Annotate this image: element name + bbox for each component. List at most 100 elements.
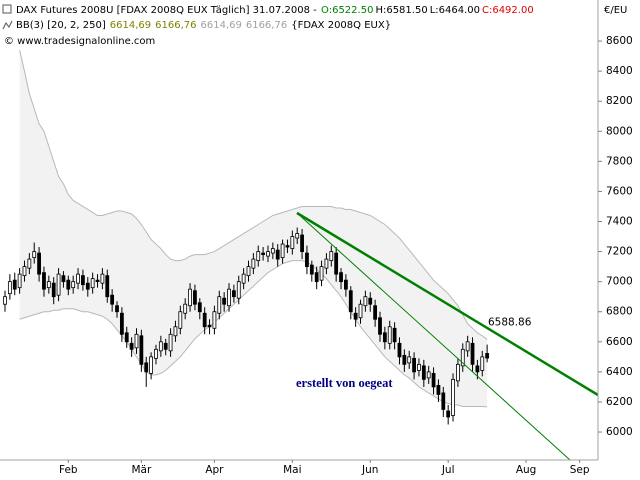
candle-body [149, 356, 154, 374]
candle-body [446, 410, 451, 418]
candle-body [475, 365, 480, 373]
candle-body [90, 278, 95, 289]
candle-body [139, 335, 144, 365]
band-lower [19, 260, 488, 408]
candle-body [42, 272, 46, 290]
candle-body [236, 281, 241, 299]
ohlc-label: C:6492.00 [482, 5, 534, 16]
candle-body [188, 288, 192, 307]
indicator-value: 6166,76 [246, 20, 287, 31]
candle-body [382, 332, 387, 343]
header: DAX Futures 2008U [FDAX 2008Q EUX Täglic… [2, 4, 627, 47]
candle-body [207, 324, 212, 328]
icon [2, 4, 12, 14]
candle-body [470, 342, 475, 365]
candle-body [426, 371, 431, 379]
candle-body [314, 272, 319, 283]
indicator: BB(3) [20, 2, 250] [16, 20, 106, 31]
candle-body [66, 279, 71, 290]
candle-body [368, 297, 373, 305]
candle-body [348, 290, 353, 313]
y-tick-label: 8600 [606, 35, 633, 47]
y-tick-label: 7400 [606, 216, 633, 228]
candle-body [61, 275, 66, 283]
x-tick-label: Mär [131, 464, 151, 476]
x-tick-label: Aug [516, 464, 537, 476]
candle-body [353, 312, 358, 320]
candle-body [421, 365, 426, 380]
candle-body [451, 378, 455, 416]
x-tick-label: Jun [361, 464, 378, 476]
y-tick-label: 7200 [606, 246, 633, 258]
candle-body [7, 281, 12, 295]
candle-body [246, 266, 251, 277]
y-tick-label: 8000 [606, 125, 633, 137]
candle-body [285, 245, 290, 248]
candle-body [295, 233, 300, 239]
y-tick-label: 8200 [606, 95, 633, 107]
indicator-value: 6166,76 [155, 20, 196, 31]
candle-body [202, 312, 207, 328]
candle-body [261, 252, 266, 255]
candle-body [339, 272, 343, 283]
candle-body [51, 282, 56, 298]
candle-body [270, 248, 275, 254]
candle-body [275, 249, 280, 260]
candle-body [110, 294, 115, 305]
candle-body [32, 251, 37, 258]
candle-body [402, 354, 407, 365]
candle-body [3, 296, 7, 305]
candle-body [37, 252, 41, 275]
candle-body [27, 258, 32, 269]
candle-body [387, 326, 392, 344]
candle-body [300, 234, 304, 252]
candle-body [22, 266, 27, 277]
ohlc-label: L:6464.00 [430, 5, 480, 16]
x-tick-label: Jul [441, 464, 455, 476]
candle-body [378, 317, 382, 335]
candle-body [173, 326, 178, 337]
candle-body [158, 341, 163, 352]
candle-body [193, 290, 197, 305]
header-line: BB(3) [20, 2, 250] 6614,69 6166,76 6614,69 6… [16, 20, 391, 31]
indicator-value: 6614,69 [200, 20, 241, 31]
candle-body [431, 372, 436, 388]
unit: €/EU [604, 5, 627, 16]
candle-body [85, 282, 90, 290]
candle-body [222, 297, 227, 305]
candle-body [12, 279, 17, 290]
plot-area [3, 49, 490, 425]
candle-body [183, 303, 188, 314]
ohlc-label: H:6581.50 [375, 5, 427, 16]
candle-body [95, 279, 100, 283]
y-tick-label: 6200 [606, 396, 633, 408]
candle-body [412, 357, 416, 373]
candle-body [163, 342, 168, 350]
candle-body [309, 264, 314, 275]
candle-body [197, 302, 202, 313]
candle-body [241, 273, 246, 284]
candle-body [17, 273, 22, 289]
candle-body [329, 251, 334, 262]
candle-body [305, 252, 309, 268]
candle-body [168, 333, 173, 352]
y-tick-label: 6800 [606, 306, 633, 318]
y-tick-label: 7600 [606, 185, 633, 197]
candle-body [324, 258, 329, 269]
candle-body [460, 348, 465, 367]
y-tick-label: 6600 [606, 336, 633, 348]
candle-body [154, 348, 158, 359]
x-tick-label: Sep [570, 464, 590, 476]
candle-body [280, 243, 285, 258]
candle-body [134, 333, 139, 349]
candle-body [407, 356, 412, 364]
header-line: DAX Futures 2008U [FDAX 2008Q EUX Täglic… [16, 5, 534, 16]
trendline-label: 6588.86 [488, 316, 532, 328]
x-tick-label: Mai [283, 464, 301, 476]
copyright: © www.tradesignalonline.com [4, 36, 155, 47]
indicator-source: {FDAX 2008Q EUX} [291, 20, 391, 31]
candle-body [71, 281, 76, 289]
candle-body [231, 290, 236, 298]
candle-body [212, 311, 217, 329]
candle-body [56, 273, 61, 296]
